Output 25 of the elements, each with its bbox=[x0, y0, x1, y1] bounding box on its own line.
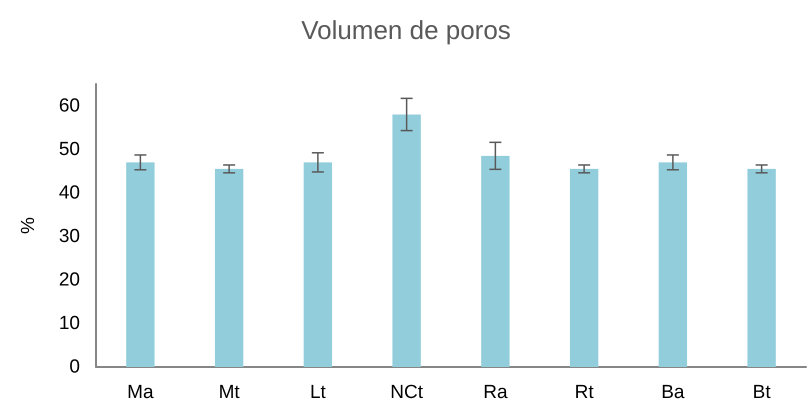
y-tick-label: 20 bbox=[58, 269, 80, 290]
y-tick-label: 30 bbox=[58, 226, 80, 247]
bar bbox=[658, 162, 688, 367]
bar bbox=[747, 168, 776, 367]
bar bbox=[126, 162, 155, 367]
y-tick-label: 40 bbox=[58, 182, 80, 204]
bar bbox=[304, 162, 332, 367]
x-tick-label: Bt bbox=[752, 382, 772, 403]
x-tick-label: Rt bbox=[574, 382, 594, 403]
y-tick-label: 0 bbox=[69, 356, 80, 378]
bar bbox=[214, 168, 244, 367]
y-tick-label: 50 bbox=[58, 138, 80, 160]
x-tick-label: Ba bbox=[661, 382, 685, 403]
x-tick-label: NCt bbox=[390, 382, 424, 403]
y-tick-label: 10 bbox=[58, 312, 80, 334]
y-axis-title: % bbox=[18, 216, 39, 234]
chart-title: Volumen de poros bbox=[301, 15, 511, 45]
x-tick-label: Lt bbox=[310, 382, 327, 403]
x-tick-label: Ma bbox=[127, 382, 154, 403]
bar bbox=[392, 114, 421, 367]
bar bbox=[570, 168, 598, 367]
y-tick-label: 60 bbox=[58, 95, 80, 116]
x-tick-label: Ra bbox=[483, 382, 508, 403]
bar bbox=[481, 156, 510, 367]
x-tick-label: Mt bbox=[218, 382, 240, 403]
